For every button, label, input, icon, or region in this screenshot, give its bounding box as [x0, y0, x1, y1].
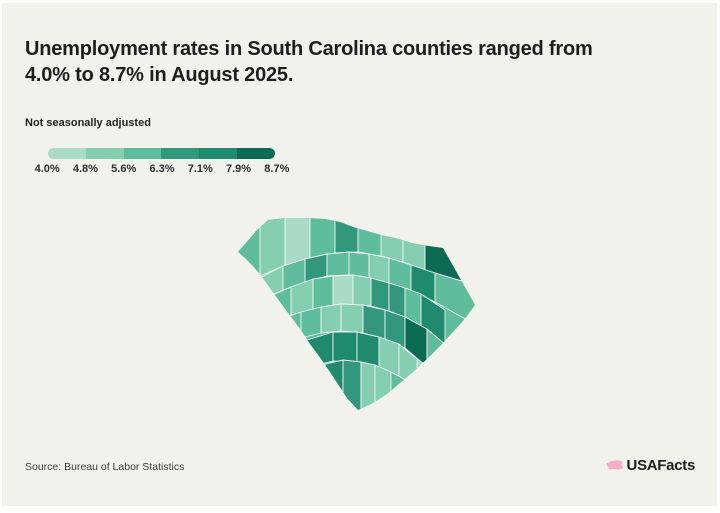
legend-tick-labels: 4.0% 4.8% 5.6% 6.3% 7.1% 7.9% 8.7%	[28, 163, 296, 175]
county-york[interactable]	[357, 218, 382, 257]
county-sumter[interactable]	[370, 277, 390, 312]
legend-segment-5	[199, 148, 238, 159]
south-carolina-choropleth-map	[235, 218, 495, 410]
chart-subtitle: Not seasonally adjusted	[25, 117, 151, 129]
county-richland[interactable]	[352, 274, 372, 307]
usafacts-logo: USAFacts	[606, 457, 695, 474]
legend-tick: 6.3%	[149, 163, 175, 175]
page-title-line1: Unemployment rates in South Carolina cou…	[25, 38, 593, 60]
legend-segment-1	[48, 148, 86, 159]
county-greenville[interactable]	[284, 218, 311, 266]
county-edgefield[interactable]	[300, 306, 322, 339]
page-title: Unemployment rates in South Carolina cou…	[25, 36, 693, 88]
county-charleston[interactable]	[416, 358, 485, 410]
county-barnwell[interactable]	[235, 331, 334, 387]
legend-segment-2	[85, 148, 124, 159]
county-spartanburg[interactable]	[309, 218, 336, 259]
map-svg	[235, 218, 485, 410]
county-newberry[interactable]	[312, 275, 334, 310]
county-saluda[interactable]	[332, 274, 354, 307]
legend-segment-3	[123, 148, 162, 159]
county-hampton[interactable]	[342, 359, 362, 410]
legend-tick: 7.9%	[226, 163, 252, 175]
legend-tick: 4.0%	[34, 163, 60, 175]
source-note: Source: Bureau of Labor Statistics	[25, 461, 185, 473]
county-aiken[interactable]	[320, 303, 342, 334]
county-chesterfield[interactable]	[402, 218, 426, 271]
county-cherokee[interactable]	[334, 218, 359, 254]
page-title-line2: 4.0% to 8.7% in August 2025.	[25, 64, 294, 86]
usafacts-wordmark: USAFacts	[626, 457, 696, 474]
legend-tick: 8.7%	[264, 163, 290, 175]
chart-card: Unemployment rates in South Carolina cou…	[2, 3, 717, 506]
county-lexington[interactable]	[340, 303, 364, 334]
usa-map-icon	[606, 460, 623, 470]
county-georgetown[interactable]	[426, 328, 485, 404]
legend-tick: 7.1%	[187, 163, 213, 175]
county-orangeburg[interactable]	[332, 331, 358, 363]
county-colleton[interactable]	[390, 371, 432, 410]
county-jasper[interactable]	[360, 361, 376, 410]
color-scale-legend	[48, 148, 275, 159]
county-beaufort[interactable]	[374, 364, 392, 410]
county-abbeville[interactable]	[235, 286, 292, 339]
county-allendale[interactable]	[235, 359, 344, 410]
legend-tick: 4.8%	[72, 163, 98, 175]
legend-segment-6	[237, 148, 275, 159]
county-oconee[interactable]	[235, 218, 261, 294]
county-lancaster[interactable]	[380, 218, 404, 263]
county-anderson[interactable]	[235, 265, 284, 315]
legend-tick: 5.6%	[111, 163, 137, 175]
county-mccormick[interactable]	[235, 311, 302, 365]
county-chester[interactable]	[326, 251, 350, 277]
county-fairfield[interactable]	[348, 251, 370, 279]
legend-segment-4	[161, 148, 200, 159]
